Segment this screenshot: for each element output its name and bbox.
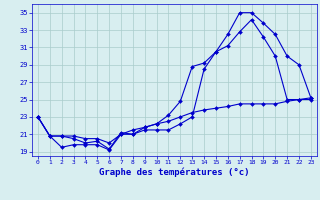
X-axis label: Graphe des températures (°c): Graphe des températures (°c) [99,168,250,177]
